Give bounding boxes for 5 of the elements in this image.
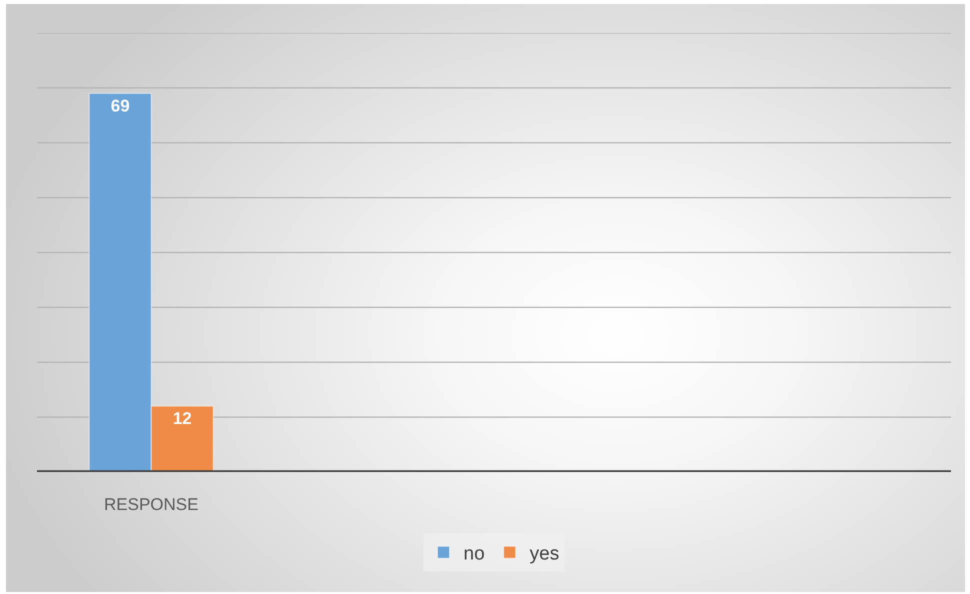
x-tick-label: RESPONSE bbox=[104, 495, 198, 514]
legend-label: no bbox=[464, 544, 485, 565]
data-label: 12 bbox=[172, 409, 192, 428]
data-label: 69 bbox=[110, 96, 130, 116]
legend-label: yes bbox=[530, 544, 560, 565]
